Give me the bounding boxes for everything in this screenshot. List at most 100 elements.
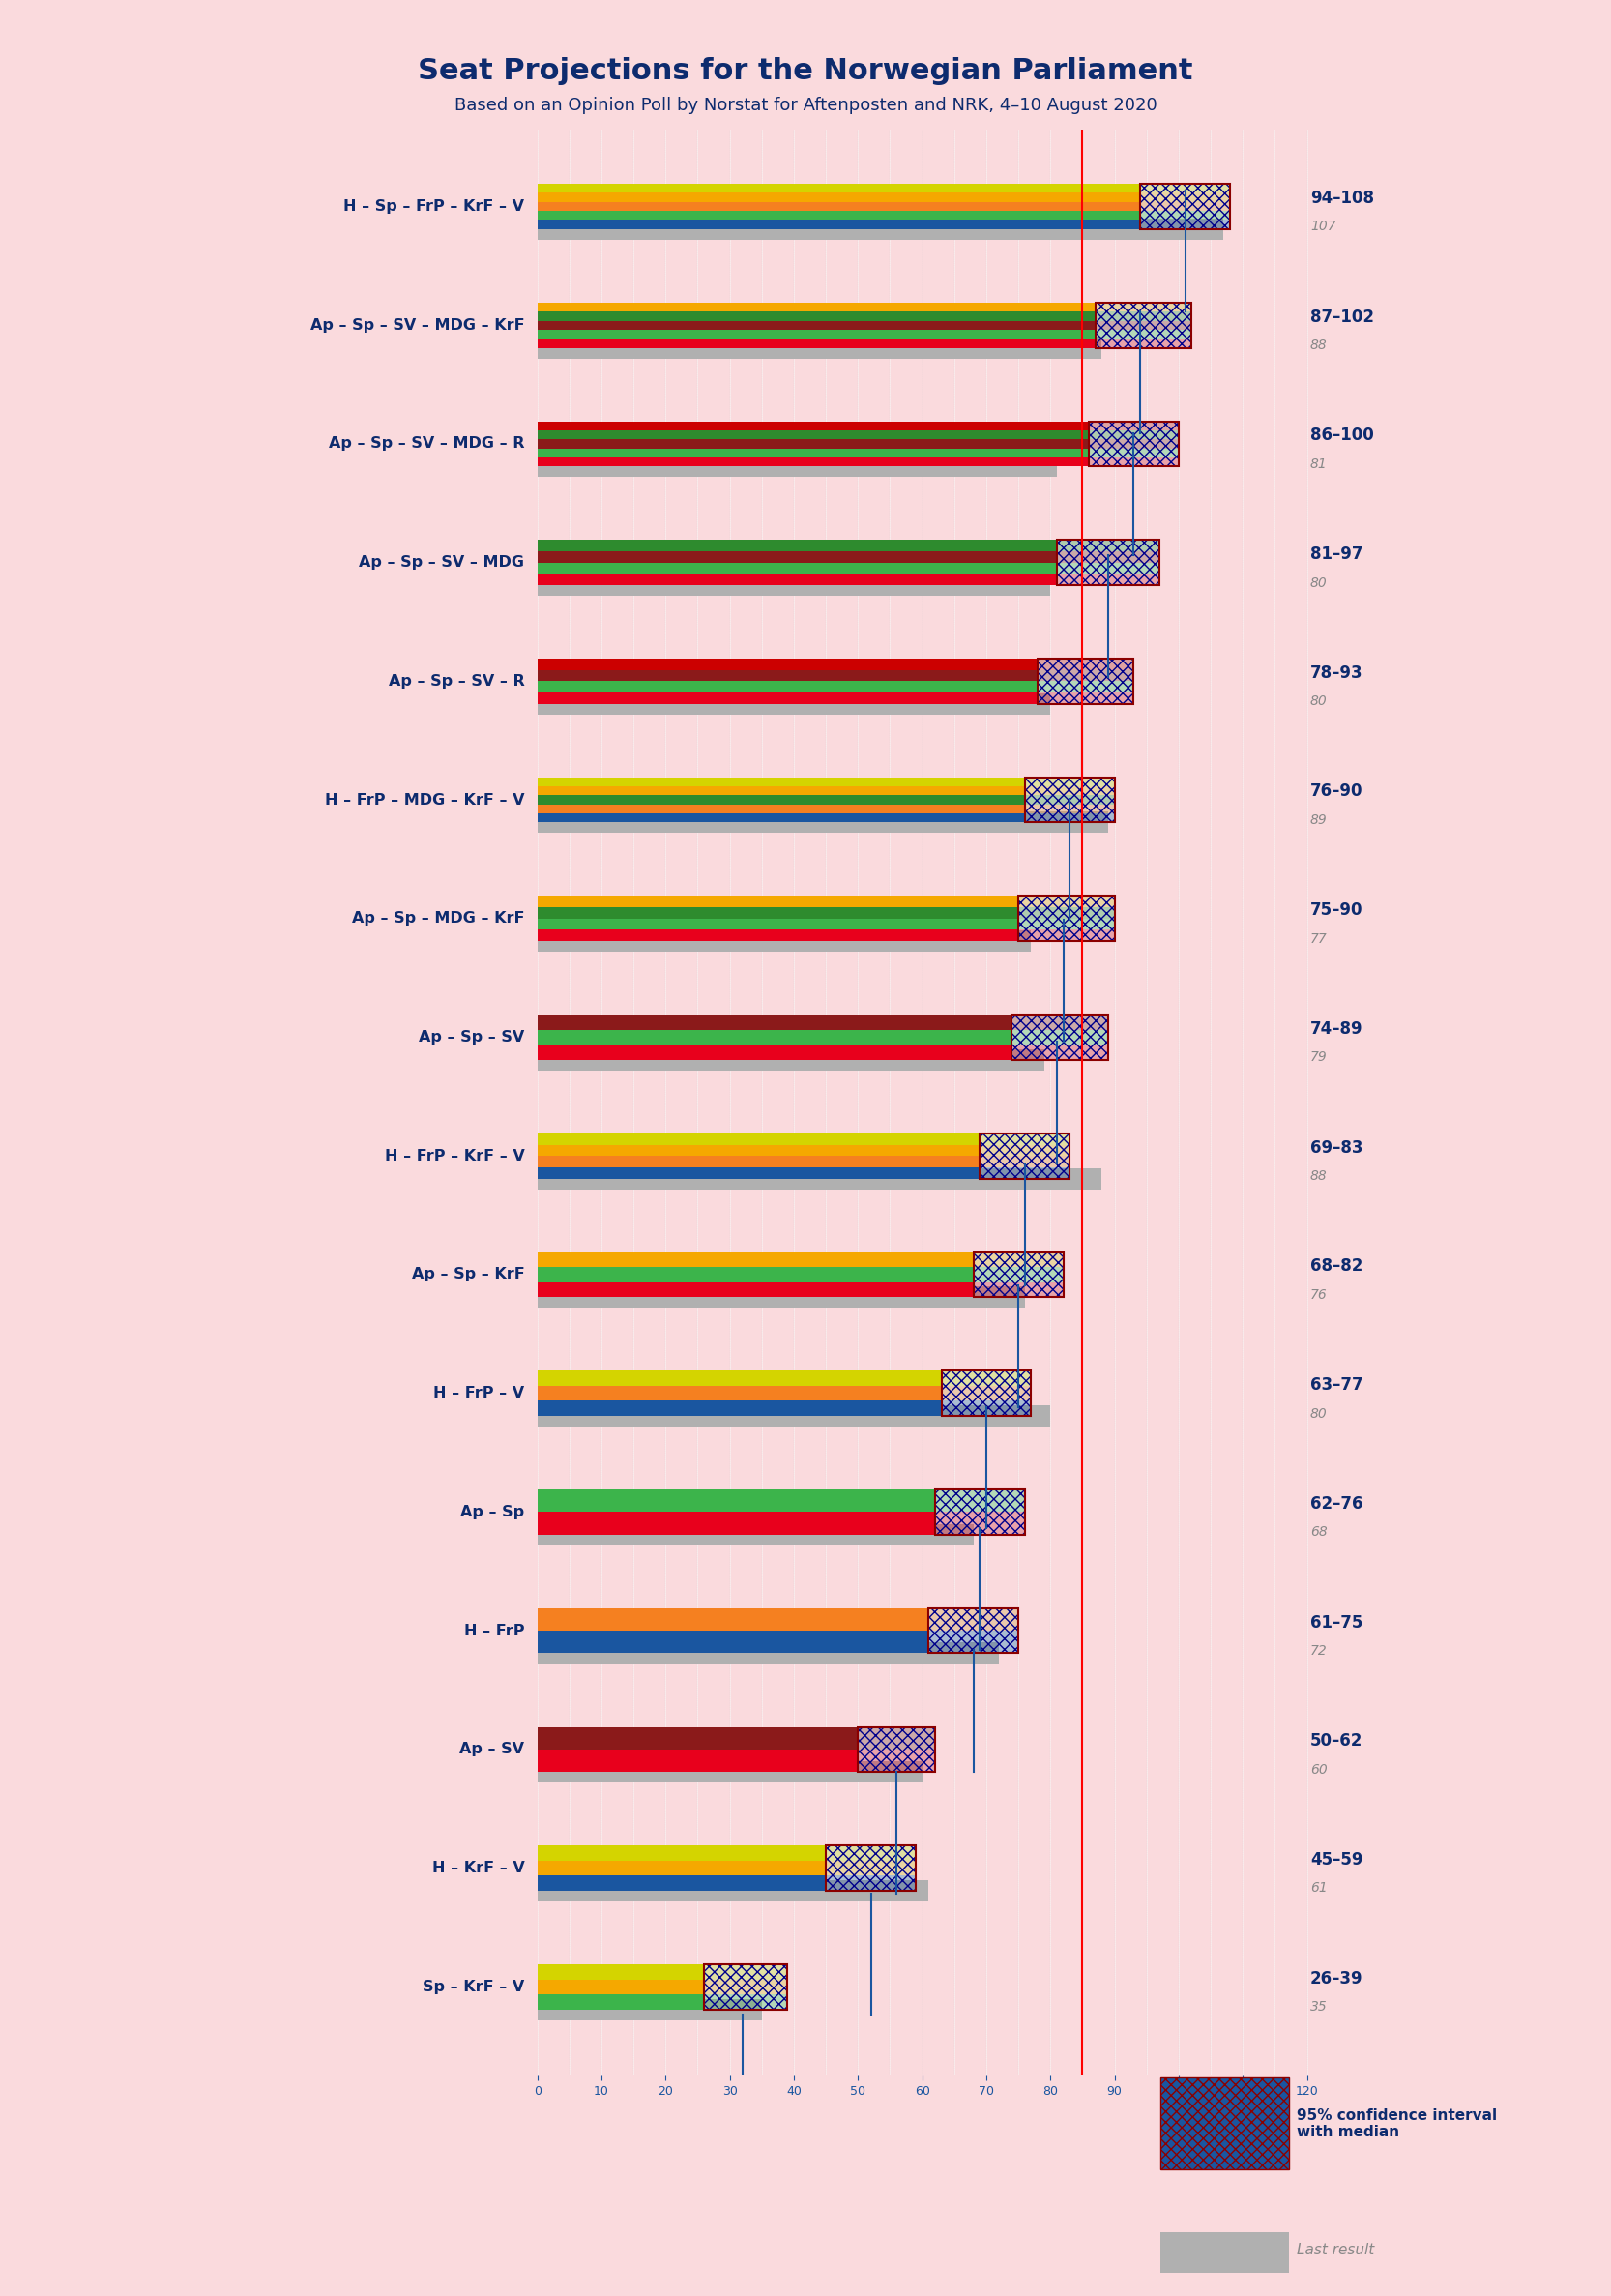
- Text: 78–93: 78–93: [1310, 664, 1363, 682]
- Bar: [1095, 303, 1192, 312]
- Bar: [1012, 1015, 1108, 1061]
- Bar: [538, 1525, 973, 1545]
- Text: Based on an Opinion Poll by Norstat for Aftenposten and NRK, 4–10 August 2020: Based on an Opinion Poll by Norstat for …: [454, 96, 1157, 115]
- Bar: [1037, 670, 1134, 682]
- Bar: [928, 1607, 1018, 1653]
- Text: 68: 68: [1310, 1525, 1327, 1538]
- Bar: [973, 1251, 1063, 1267]
- Bar: [538, 1513, 934, 1534]
- Bar: [538, 930, 1031, 953]
- Bar: [973, 1281, 1063, 1297]
- Bar: [538, 574, 1057, 585]
- Bar: [941, 1371, 1031, 1387]
- Bar: [1141, 184, 1229, 193]
- Bar: [704, 1995, 788, 2009]
- Bar: [1057, 551, 1160, 563]
- Bar: [979, 1146, 1070, 1155]
- Bar: [538, 1134, 979, 1146]
- Bar: [1025, 778, 1115, 822]
- Bar: [1018, 895, 1115, 941]
- Bar: [941, 1371, 1031, 1417]
- Bar: [1089, 420, 1179, 466]
- Bar: [538, 184, 1141, 230]
- Bar: [1057, 574, 1160, 585]
- Bar: [979, 1134, 1070, 1178]
- Bar: [826, 1846, 915, 1890]
- Text: 88: 88: [1310, 1169, 1327, 1182]
- Bar: [538, 1251, 973, 1267]
- Bar: [704, 1979, 788, 1995]
- Bar: [826, 1846, 915, 1860]
- Bar: [538, 659, 1037, 670]
- Text: 45–59: 45–59: [1310, 1851, 1363, 1869]
- Bar: [538, 1405, 1050, 1426]
- Bar: [538, 1965, 704, 2009]
- Bar: [538, 1267, 973, 1281]
- Bar: [538, 218, 1224, 239]
- Bar: [1037, 659, 1134, 705]
- Bar: [538, 448, 1089, 457]
- Text: 61–75: 61–75: [1310, 1614, 1363, 1630]
- Bar: [538, 1846, 826, 1860]
- Bar: [1037, 659, 1134, 705]
- Bar: [538, 1045, 1012, 1061]
- Text: Ap – Sp: Ap – Sp: [461, 1504, 525, 1520]
- Bar: [538, 540, 1057, 585]
- Text: 50–62: 50–62: [1310, 1733, 1363, 1750]
- Bar: [1089, 457, 1179, 466]
- Bar: [826, 1860, 915, 1876]
- Bar: [1089, 439, 1179, 448]
- Bar: [538, 1876, 826, 1890]
- Bar: [538, 193, 1141, 202]
- Bar: [1141, 193, 1229, 202]
- Bar: [1141, 220, 1229, 230]
- Bar: [1095, 331, 1192, 340]
- Text: H – FrP – MDG – KrF – V: H – FrP – MDG – KrF – V: [325, 792, 525, 808]
- Bar: [1141, 184, 1229, 230]
- Text: 95% confidence interval
with median: 95% confidence interval with median: [1297, 2108, 1497, 2140]
- Text: 81–97: 81–97: [1310, 546, 1363, 563]
- Bar: [1095, 340, 1192, 347]
- Bar: [538, 303, 1095, 347]
- Bar: [538, 1155, 979, 1166]
- Bar: [859, 1727, 934, 1773]
- Bar: [973, 1251, 1063, 1297]
- Text: 76–90: 76–90: [1310, 783, 1363, 801]
- Bar: [941, 1387, 1031, 1401]
- Bar: [979, 1155, 1070, 1166]
- Bar: [538, 1371, 941, 1417]
- Text: Ap – Sp – SV – R: Ap – Sp – SV – R: [388, 675, 525, 689]
- Bar: [1037, 693, 1134, 705]
- Text: Ap – Sp – MDG – KrF: Ap – Sp – MDG – KrF: [351, 912, 525, 925]
- Bar: [538, 907, 1018, 918]
- Text: 76: 76: [1310, 1288, 1327, 1302]
- Text: H – Sp – FrP – KrF – V: H – Sp – FrP – KrF – V: [343, 200, 525, 214]
- Bar: [538, 439, 1089, 448]
- Bar: [538, 574, 1050, 595]
- Bar: [1095, 321, 1192, 331]
- Bar: [704, 1965, 788, 2009]
- Bar: [928, 1630, 1018, 1653]
- Text: Last result: Last result: [1297, 2243, 1374, 2257]
- Bar: [1095, 303, 1192, 347]
- Text: H – FrP: H – FrP: [464, 1623, 525, 1637]
- Bar: [538, 220, 1141, 230]
- Bar: [538, 1286, 1025, 1309]
- Bar: [1057, 563, 1160, 574]
- Bar: [538, 794, 1025, 804]
- Bar: [941, 1371, 1031, 1417]
- Text: 107: 107: [1310, 220, 1336, 234]
- Bar: [538, 682, 1037, 693]
- Bar: [538, 1169, 1102, 1189]
- Bar: [1089, 420, 1179, 466]
- Bar: [859, 1727, 934, 1773]
- Text: 72: 72: [1310, 1644, 1327, 1658]
- Bar: [538, 211, 1141, 220]
- Text: 89: 89: [1310, 813, 1327, 827]
- Bar: [538, 2000, 762, 2020]
- Text: 77: 77: [1310, 932, 1327, 946]
- Text: 88: 88: [1310, 338, 1327, 351]
- Bar: [538, 693, 1050, 714]
- Bar: [538, 455, 1057, 478]
- Bar: [538, 1371, 941, 1387]
